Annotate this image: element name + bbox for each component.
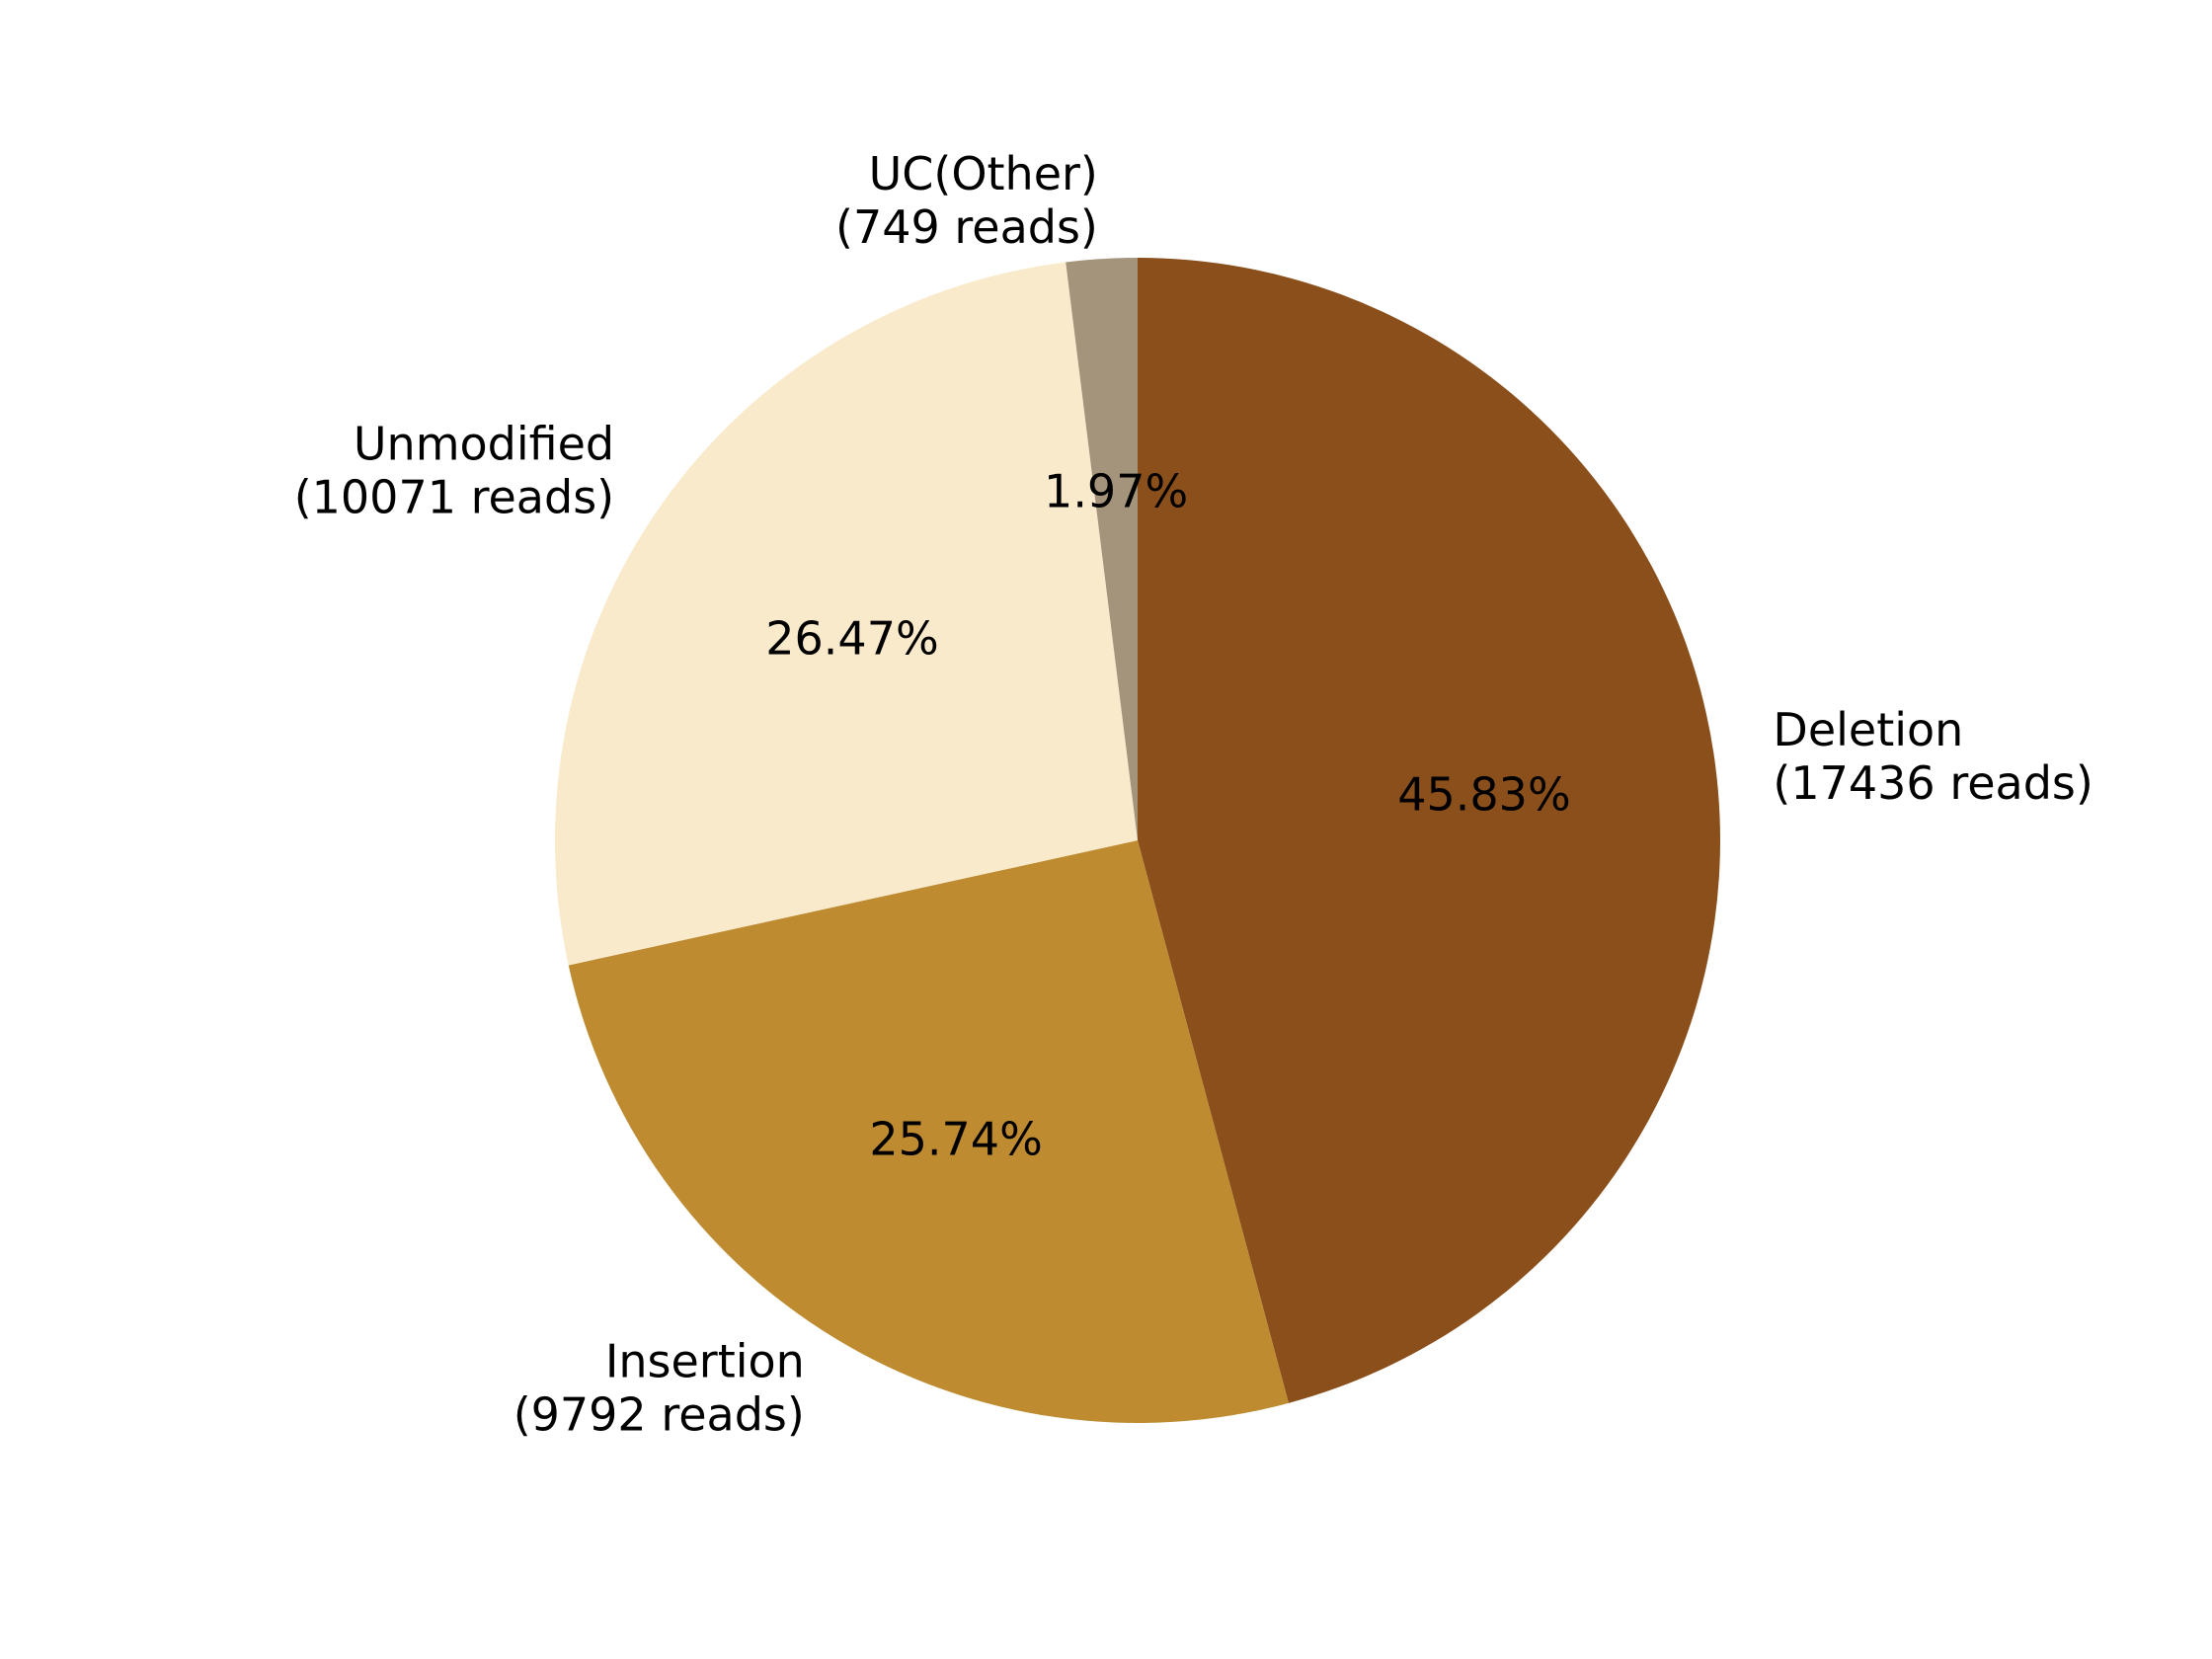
- slice-reads-unmodified: (10071 reads): [294, 470, 614, 523]
- slice-name-uc-other: UC(Other): [869, 147, 1098, 200]
- slice-uc-other: [1066, 258, 1138, 840]
- slice-reads-deletion: (17436 reads): [1773, 756, 2093, 810]
- slice-reads-insertion: (9792 reads): [514, 1388, 805, 1442]
- slice-name-labels: Deletion (17436 reads) Insertion (9792 read…: [294, 147, 2094, 1441]
- percent-labels: 45.83% 25.74% 26.47% 1.97%: [765, 465, 1570, 1166]
- slice-label-unmodified: Unmodified (10071 reads): [294, 417, 614, 523]
- slice-reads-uc-other: (749 reads): [835, 200, 1098, 254]
- slice-insertion: [568, 840, 1289, 1424]
- percent-label-uc-other: 1.97%: [1044, 465, 1188, 518]
- slice-unmodified: [554, 262, 1138, 966]
- percent-label-unmodified: 26.47%: [765, 612, 938, 666]
- slice-label-insertion: Insertion (9792 reads): [514, 1335, 805, 1442]
- slice-label-uc-other: UC(Other) (749 reads): [835, 147, 1098, 254]
- pie-slices: [554, 258, 1721, 1424]
- percent-label-insertion: 25.74%: [869, 1112, 1042, 1165]
- slice-label-deletion: Deletion (17436 reads): [1773, 703, 2093, 810]
- percent-label-deletion: 45.83%: [1397, 768, 1570, 822]
- slice-name-unmodified: Unmodified: [354, 417, 614, 470]
- slice-name-insertion: Insertion: [605, 1335, 805, 1388]
- slice-name-deletion: Deletion: [1773, 703, 1963, 756]
- slice-deletion: [1138, 258, 1721, 1403]
